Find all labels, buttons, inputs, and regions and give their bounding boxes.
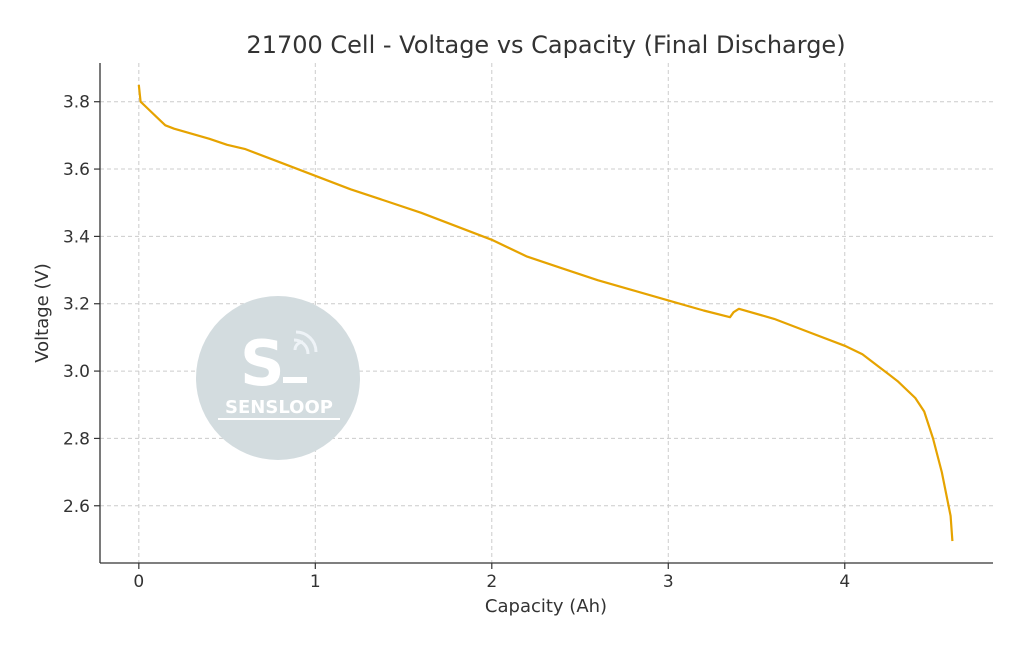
y-axis-label: Voltage (V) — [32, 263, 53, 363]
y-tick-label: 3.6 — [63, 160, 90, 180]
y-tick-label: 3.8 — [63, 93, 90, 113]
y-tick-label: 3.2 — [63, 295, 90, 315]
chart-title: 21700 Cell - Voltage vs Capacity (Final … — [246, 31, 845, 59]
y-tick-label: 3.0 — [63, 362, 90, 382]
series — [137, 84, 954, 542]
x-tick-label: 2 — [486, 572, 497, 592]
watermark-text: SENSLOOP — [225, 397, 333, 418]
x-axis-label: Capacity (Ah) — [485, 596, 607, 617]
axes: 0 1 2 3 4 2.6 2.8 3.0 3.2 3.4 3.6 3.8 — [63, 63, 993, 592]
watermark-logo: S SENSLOOP — [196, 296, 360, 460]
x-tick-label: 3 — [663, 572, 674, 592]
voltage-line — [137, 84, 954, 542]
x-tick-label: 0 — [133, 572, 144, 592]
svg-text:S: S — [240, 327, 285, 400]
y-tick-label: 3.4 — [63, 227, 90, 247]
y-tick-label: 2.6 — [63, 497, 90, 517]
x-tick-label: 4 — [839, 572, 850, 592]
x-tick-label: 1 — [310, 572, 321, 592]
y-tick-label: 2.8 — [63, 429, 90, 449]
